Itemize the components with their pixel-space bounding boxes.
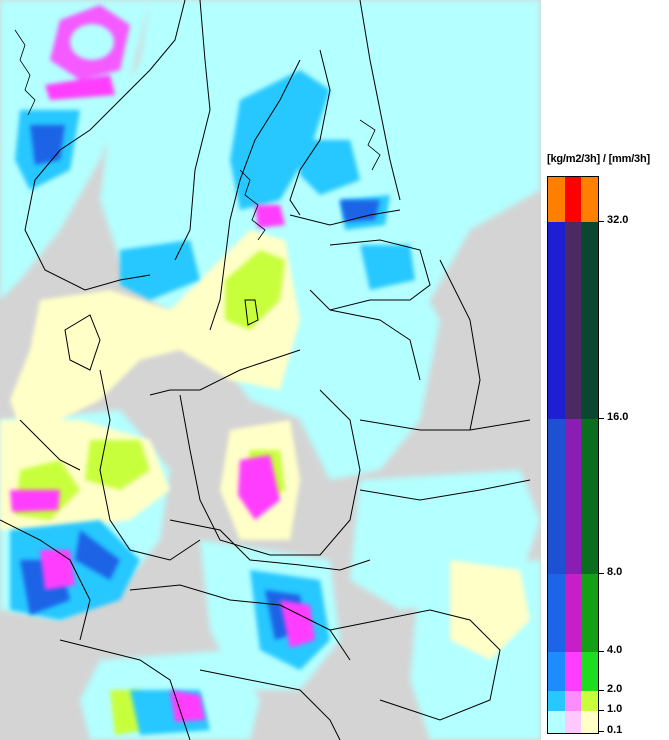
legend-cell: [581, 574, 599, 652]
legend-cell: [564, 177, 582, 222]
legend-band-4-8: [548, 574, 599, 652]
legend-label-0.1: 0.1: [607, 724, 623, 736]
country-borders: [0, 0, 531, 740]
legend-cell: [581, 177, 599, 222]
legend-cell: [564, 222, 582, 419]
legend-tick: [598, 731, 604, 732]
legend-band-0.1-1: [548, 711, 599, 733]
legend-cell: [564, 419, 582, 574]
legend-title: [kg/m2/3h] / [mm/3h]: [547, 153, 650, 165]
fjord-coast: [14, 29, 381, 241]
legend-band-1-2: [548, 691, 599, 711]
legend-cell: [548, 652, 565, 691]
legend-band-2-4: [548, 652, 599, 691]
legend-band-32: [548, 177, 599, 222]
precipitation-map: [0, 0, 541, 740]
legend-label-1: 1.0: [607, 703, 623, 715]
legend-label-16: 16.0: [607, 411, 629, 423]
legend-cell: [581, 652, 599, 691]
legend-cell: [548, 574, 565, 652]
legend-label-4: 4.0: [607, 644, 623, 656]
legend-cell: [581, 419, 599, 574]
legend-band-8-16: [548, 419, 599, 574]
legend-tick: [598, 418, 604, 419]
legend-cell: [564, 652, 582, 691]
legend-cell: [581, 691, 599, 711]
legend-tick: [598, 710, 604, 711]
legend-tick: [598, 690, 604, 691]
map-canvas: [0, 0, 541, 740]
legend-tick: [598, 651, 604, 652]
legend-cell: [564, 691, 582, 711]
legend-band-16-32: [548, 222, 599, 419]
legend-cell: [548, 419, 565, 574]
legend-tick: [598, 221, 604, 222]
legend-cell: [564, 574, 582, 652]
legend-cell: [564, 711, 582, 733]
legend-tick: [598, 573, 604, 574]
legend-color-bar: [547, 176, 599, 734]
legend-label-8: 8.0: [607, 566, 623, 578]
legend-label-2: 2.0: [607, 683, 623, 695]
legend-cell: [548, 711, 565, 733]
legend-label-32: 32.0: [607, 214, 629, 226]
legend-cell: [581, 711, 599, 733]
legend-cell: [548, 177, 565, 222]
legend-cell: [548, 222, 565, 419]
precip-ring-center: [70, 24, 114, 60]
legend-cell: [581, 222, 599, 419]
legend-cell: [548, 691, 565, 711]
legend-panel: [kg/m2/3h] / [mm/3h]: [541, 0, 669, 740]
precip-magenta: [10, 5, 315, 722]
